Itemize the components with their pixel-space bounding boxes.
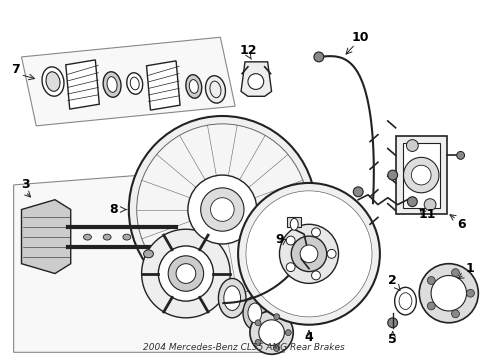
Circle shape <box>387 318 397 328</box>
Circle shape <box>200 188 244 231</box>
Text: 9: 9 <box>275 233 283 246</box>
Ellipse shape <box>103 72 121 97</box>
Circle shape <box>128 116 315 303</box>
Circle shape <box>258 320 284 345</box>
Ellipse shape <box>243 296 266 330</box>
Circle shape <box>255 320 261 326</box>
Circle shape <box>427 276 434 284</box>
Circle shape <box>450 269 459 276</box>
Ellipse shape <box>122 234 130 240</box>
Polygon shape <box>21 37 235 126</box>
Circle shape <box>285 236 294 245</box>
Polygon shape <box>402 143 439 208</box>
Circle shape <box>291 236 326 271</box>
Circle shape <box>311 271 320 280</box>
Text: 2004 Mercedes-Benz CL55 AMG Rear Brakes: 2004 Mercedes-Benz CL55 AMG Rear Brakes <box>143 343 344 352</box>
Circle shape <box>238 183 379 325</box>
Ellipse shape <box>247 303 261 323</box>
Ellipse shape <box>42 67 64 96</box>
Text: 11: 11 <box>418 208 435 221</box>
Text: 2: 2 <box>387 274 396 287</box>
Circle shape <box>418 264 477 323</box>
Circle shape <box>300 245 317 263</box>
Circle shape <box>326 249 335 258</box>
Circle shape <box>456 152 464 159</box>
Circle shape <box>255 339 261 345</box>
Circle shape <box>430 275 466 311</box>
Circle shape <box>387 170 397 180</box>
Circle shape <box>249 311 293 354</box>
Circle shape <box>137 124 307 295</box>
Text: 10: 10 <box>351 31 368 44</box>
Ellipse shape <box>103 234 111 240</box>
Ellipse shape <box>394 287 415 315</box>
Ellipse shape <box>218 278 245 318</box>
Circle shape <box>210 198 234 221</box>
Ellipse shape <box>185 75 202 98</box>
Circle shape <box>176 264 195 283</box>
Polygon shape <box>66 60 99 109</box>
Polygon shape <box>21 200 71 274</box>
Polygon shape <box>14 165 284 352</box>
Circle shape <box>466 289 473 297</box>
Circle shape <box>273 314 279 320</box>
Circle shape <box>247 74 263 89</box>
Circle shape <box>142 229 230 318</box>
Ellipse shape <box>205 76 225 103</box>
Circle shape <box>279 224 338 283</box>
Ellipse shape <box>143 250 153 258</box>
Circle shape <box>406 140 417 152</box>
Circle shape <box>311 228 320 237</box>
Text: 4: 4 <box>304 331 313 344</box>
Circle shape <box>423 199 435 211</box>
Ellipse shape <box>107 77 117 92</box>
Polygon shape <box>241 62 271 96</box>
Text: 1: 1 <box>464 262 473 275</box>
Text: 3: 3 <box>21 179 30 192</box>
Circle shape <box>403 157 438 193</box>
Polygon shape <box>395 136 446 215</box>
Text: 7: 7 <box>11 63 20 76</box>
Circle shape <box>352 187 363 197</box>
Ellipse shape <box>46 72 60 91</box>
Ellipse shape <box>290 219 298 230</box>
Circle shape <box>410 165 430 185</box>
Text: 5: 5 <box>387 333 396 346</box>
Circle shape <box>245 191 371 317</box>
Ellipse shape <box>126 73 142 94</box>
Text: 8: 8 <box>109 203 118 216</box>
Polygon shape <box>146 61 180 110</box>
Ellipse shape <box>83 234 91 240</box>
Ellipse shape <box>189 80 198 93</box>
Ellipse shape <box>224 286 240 310</box>
Circle shape <box>427 302 434 310</box>
Circle shape <box>407 197 416 207</box>
Bar <box>287 217 301 227</box>
Circle shape <box>273 346 279 351</box>
Text: 12: 12 <box>239 44 256 57</box>
Circle shape <box>168 256 203 291</box>
Circle shape <box>450 310 459 318</box>
Circle shape <box>285 263 294 271</box>
Circle shape <box>158 246 213 301</box>
Circle shape <box>285 330 291 336</box>
Text: 6: 6 <box>456 218 465 231</box>
Circle shape <box>313 52 323 62</box>
Circle shape <box>187 175 256 244</box>
